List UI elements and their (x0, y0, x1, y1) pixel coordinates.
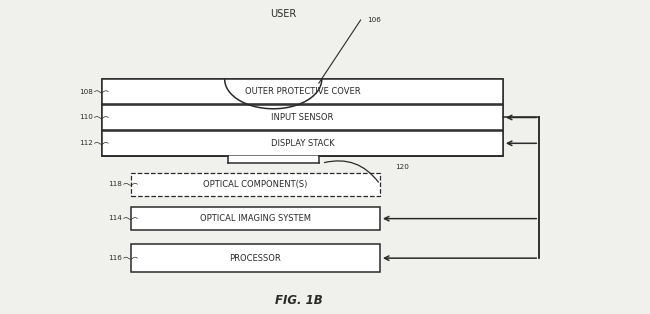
Bar (131, 244, 380, 272)
Text: OUTER PROTECTIVE COVER: OUTER PROTECTIVE COVER (244, 87, 360, 96)
Text: 114: 114 (109, 215, 122, 221)
Text: 110: 110 (79, 115, 94, 121)
Text: 106: 106 (367, 17, 381, 23)
Text: OPTICAL IMAGING SYSTEM: OPTICAL IMAGING SYSTEM (200, 214, 311, 223)
Text: FIG. 1B: FIG. 1B (275, 294, 323, 307)
Text: 120: 120 (395, 164, 409, 170)
Text: PROCESSOR: PROCESSOR (229, 254, 281, 263)
Text: 112: 112 (79, 140, 94, 146)
Bar (131, 207, 380, 230)
Bar (101, 79, 503, 104)
FancyArrowPatch shape (324, 161, 378, 182)
Text: USER: USER (270, 9, 296, 19)
Bar (101, 131, 503, 156)
Bar (101, 79, 503, 156)
Bar (101, 105, 503, 130)
Text: DISPLAY STACK: DISPLAY STACK (270, 139, 334, 148)
Text: 108: 108 (79, 89, 94, 95)
Bar (131, 173, 380, 196)
Text: INPUT SENSOR: INPUT SENSOR (271, 113, 333, 122)
Text: 118: 118 (109, 181, 122, 187)
Text: OPTICAL COMPONENT(S): OPTICAL COMPONENT(S) (203, 180, 307, 189)
Text: 116: 116 (109, 255, 122, 261)
